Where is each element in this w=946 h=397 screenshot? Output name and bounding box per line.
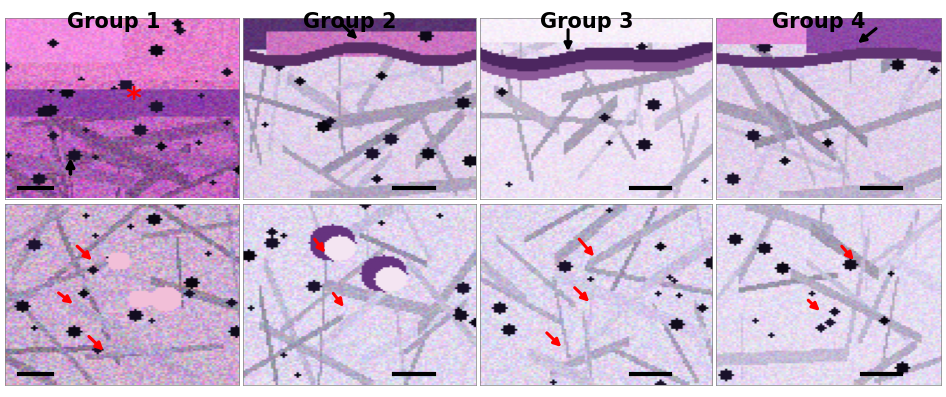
Text: *: * [126,85,142,114]
Text: Group 3: Group 3 [540,12,633,32]
Text: Group 1: Group 1 [67,12,160,32]
Text: Group 4: Group 4 [772,12,865,32]
Text: Group 2: Group 2 [304,12,396,32]
